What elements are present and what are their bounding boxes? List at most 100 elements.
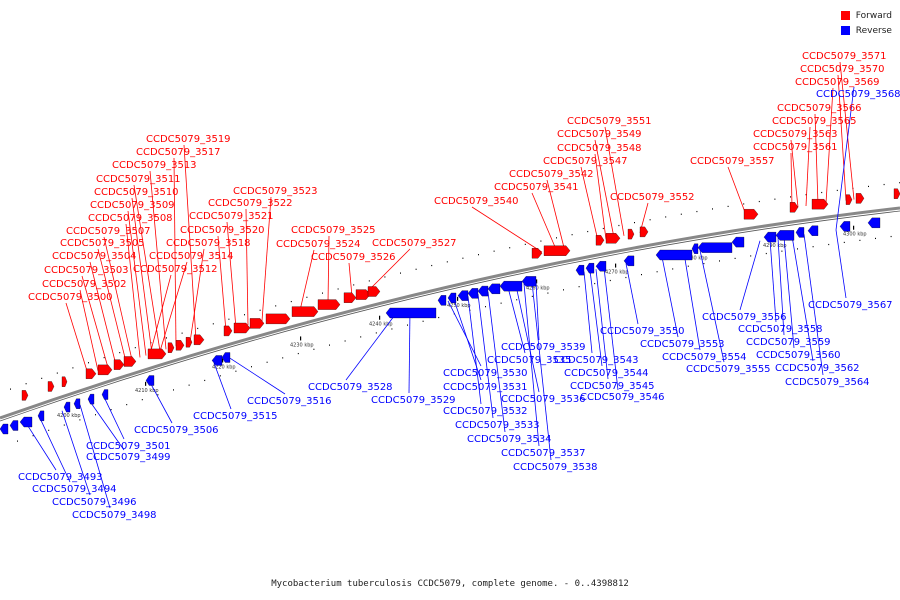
reverse-gene-arrow[interactable]	[585, 263, 595, 274]
reverse-gene-arrow[interactable]	[623, 255, 635, 267]
gene-label[interactable]: CCDC5079_3505	[60, 238, 145, 249]
gene-label[interactable]: CCDC5079_3562	[775, 363, 860, 374]
forward-gene-arrow[interactable]	[291, 306, 319, 317]
gene-label[interactable]: CCDC5079_3550	[600, 326, 685, 337]
gene-label[interactable]: CCDC5079_3507	[66, 226, 151, 237]
gene-label[interactable]: CCDC5079_3528	[308, 382, 393, 393]
forward-gene-arrow[interactable]	[343, 292, 357, 303]
forward-gene-arrow[interactable]	[167, 342, 175, 353]
gene-label[interactable]: CCDC5079_3496	[52, 497, 137, 508]
reverse-gene-arrow[interactable]	[575, 265, 585, 276]
reverse-gene-arrow[interactable]	[457, 290, 469, 301]
gene-label[interactable]: CCDC5079_3555	[686, 364, 771, 375]
gene-label[interactable]: CCDC5079_3494	[32, 484, 117, 495]
forward-gene-arrow[interactable]	[743, 209, 759, 220]
reverse-gene-arrow[interactable]	[807, 225, 819, 236]
gene-label[interactable]: CCDC5079_3512	[133, 264, 218, 275]
reverse-gene-arrow[interactable]	[763, 231, 777, 243]
gene-label[interactable]: CCDC5079_3546	[580, 392, 665, 403]
forward-gene-arrow[interactable]	[113, 359, 125, 370]
gene-label[interactable]: CCDC5079_3529	[371, 395, 456, 406]
reverse-gene-arrow[interactable]	[9, 420, 19, 431]
gene-label[interactable]: CCDC5079_3521	[189, 211, 274, 222]
reverse-gene-arrow[interactable]	[19, 416, 33, 428]
gene-label[interactable]: CCDC5079_3551	[567, 116, 652, 127]
reverse-gene-arrow[interactable]	[731, 236, 745, 248]
forward-gene-arrow[interactable]	[123, 356, 137, 367]
gene-label[interactable]: CCDC5079_3510	[94, 187, 179, 198]
gene-label[interactable]: CCDC5079_3553	[640, 339, 725, 350]
gene-label[interactable]: CCDC5079_3532	[443, 406, 528, 417]
gene-label[interactable]: CCDC5079_3568	[816, 89, 900, 100]
reverse-gene-arrow[interactable]	[867, 217, 881, 228]
gene-label[interactable]: CCDC5079_3534	[467, 434, 552, 445]
forward-gene-arrow[interactable]	[845, 194, 853, 205]
gene-label[interactable]: CCDC5079_3537	[501, 448, 586, 459]
reverse-gene-arrow[interactable]	[477, 285, 489, 297]
forward-gene-arrow[interactable]	[85, 368, 97, 379]
reverse-gene-arrow[interactable]	[73, 398, 81, 409]
forward-gene-arrow[interactable]	[811, 199, 829, 210]
gene-label[interactable]: CCDC5079_3545	[570, 381, 655, 392]
reverse-gene-arrow[interactable]	[795, 227, 805, 238]
gene-label[interactable]: CCDC5079_3518	[166, 238, 251, 249]
gene-label[interactable]: CCDC5079_3567	[808, 300, 893, 311]
gene-label[interactable]: CCDC5079_3543	[554, 355, 639, 366]
reverse-gene-arrow[interactable]	[37, 410, 45, 421]
forward-gene-arrow[interactable]	[249, 318, 265, 329]
forward-gene-arrow[interactable]	[605, 233, 621, 244]
forward-gene-arrow[interactable]	[265, 313, 291, 325]
reverse-gene-arrow[interactable]	[775, 230, 795, 241]
gene-label[interactable]: CCDC5079_3531	[443, 382, 528, 393]
reverse-gene-arrow[interactable]	[63, 401, 71, 413]
forward-gene-arrow[interactable]	[543, 245, 571, 256]
reverse-gene-arrow[interactable]	[487, 283, 501, 294]
reverse-gene-arrow[interactable]	[385, 307, 437, 319]
gene-label[interactable]: CCDC5079_3506	[134, 425, 219, 436]
reverse-gene-arrow[interactable]	[655, 249, 693, 261]
gene-label[interactable]: CCDC5079_3504	[52, 251, 137, 262]
gene-label[interactable]: CCDC5079_3547	[543, 156, 628, 167]
gene-label[interactable]: CCDC5079_3524	[276, 239, 361, 250]
forward-gene-arrow[interactable]	[627, 228, 635, 240]
forward-gene-arrow[interactable]	[355, 289, 371, 300]
gene-label[interactable]: CCDC5079_3501	[86, 441, 171, 452]
forward-gene-arrow[interactable]	[193, 334, 205, 345]
gene-label[interactable]: CCDC5079_3538	[513, 462, 598, 473]
gene-label[interactable]: CCDC5079_3526	[311, 252, 396, 263]
gene-label[interactable]: CCDC5079_3560	[756, 350, 841, 361]
reverse-gene-arrow[interactable]	[595, 261, 607, 272]
gene-label[interactable]: CCDC5079_3539	[501, 342, 586, 353]
forward-gene-arrow[interactable]	[789, 202, 799, 213]
gene-label[interactable]: CCDC5079_3557	[690, 156, 775, 167]
gene-label[interactable]: CCDC5079_3511	[96, 174, 181, 185]
forward-gene-arrow[interactable]	[97, 364, 113, 375]
gene-label[interactable]: CCDC5079_3566	[777, 103, 862, 114]
gene-label[interactable]: CCDC5079_3536	[501, 394, 586, 405]
gene-label[interactable]: CCDC5079_3530	[443, 368, 528, 379]
gene-label[interactable]: CCDC5079_3503	[44, 265, 129, 276]
reverse-gene-arrow[interactable]	[101, 389, 109, 400]
gene-label[interactable]: CCDC5079_3549	[557, 129, 642, 140]
gene-label[interactable]: CCDC5079_3552	[610, 192, 695, 203]
forward-gene-arrow[interactable]	[61, 376, 68, 387]
forward-gene-arrow[interactable]	[595, 235, 605, 246]
reverse-gene-arrow[interactable]	[437, 295, 447, 306]
gene-label[interactable]: CCDC5079_3544	[564, 368, 649, 379]
gene-label[interactable]: CCDC5079_3499	[86, 452, 171, 463]
gene-label[interactable]: CCDC5079_3565	[772, 116, 857, 127]
gene-label[interactable]: CCDC5079_3498	[72, 510, 157, 521]
gene-label[interactable]: CCDC5079_3554	[662, 352, 747, 363]
gene-label[interactable]: CCDC5079_3517	[136, 147, 221, 158]
gene-label[interactable]: CCDC5079_3523	[233, 186, 318, 197]
reverse-gene-arrow[interactable]	[211, 355, 223, 366]
gene-label[interactable]: CCDC5079_3541	[494, 182, 579, 193]
reverse-gene-arrow[interactable]	[145, 375, 155, 386]
gene-label[interactable]: CCDC5079_3558	[738, 324, 823, 335]
gene-label[interactable]: CCDC5079_3570	[800, 64, 885, 75]
forward-gene-arrow[interactable]	[233, 322, 251, 334]
reverse-gene-arrow[interactable]	[87, 393, 95, 405]
forward-gene-arrow[interactable]	[223, 325, 233, 337]
forward-gene-arrow[interactable]	[185, 337, 193, 348]
gene-label[interactable]: CCDC5079_3542	[509, 169, 594, 180]
